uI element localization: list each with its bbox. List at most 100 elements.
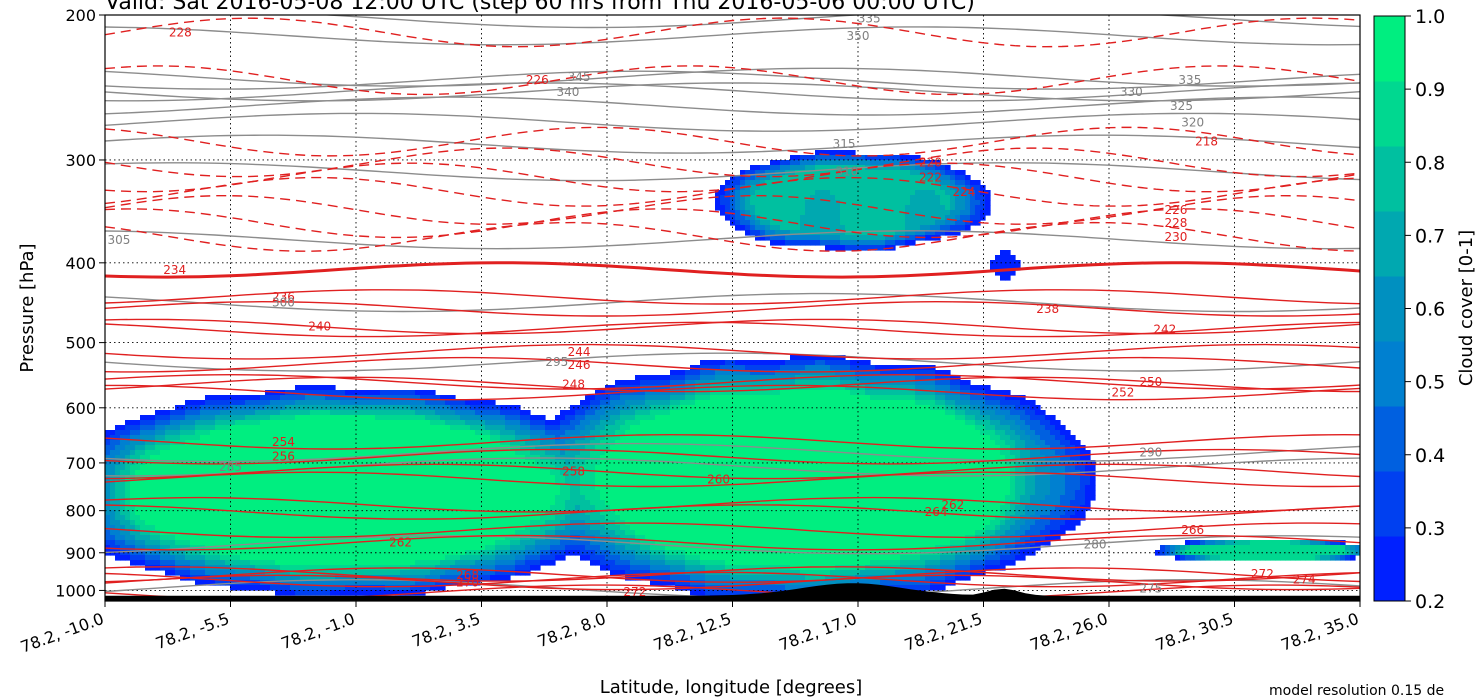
cloud-cell [715, 410, 721, 416]
cloud-cell [600, 420, 606, 426]
cloud-cell [305, 455, 311, 461]
cloud-cell [940, 435, 946, 441]
cloud-cell [940, 375, 946, 381]
cloud-cell [145, 445, 151, 451]
cloud-cell [360, 480, 366, 486]
cloud-cell [515, 440, 521, 446]
cloud-cell [945, 440, 951, 446]
cloud-cell [875, 180, 881, 186]
cloud-cell [1025, 455, 1031, 461]
cloud-cell [660, 430, 666, 436]
cloud-cell [950, 395, 956, 401]
cloud-cell [1015, 435, 1021, 441]
cloud-cell [830, 210, 836, 216]
cloud-cell [640, 415, 646, 421]
cloud-cell [720, 440, 726, 446]
cloud-cell [850, 410, 856, 416]
cloud-cell [720, 485, 726, 491]
cloud-cell [410, 445, 416, 451]
cloud-cell [485, 465, 491, 471]
cloud-cell [900, 470, 906, 476]
cloud-cell [685, 415, 691, 421]
cloud-cell [805, 440, 811, 446]
cloud-cell [695, 440, 701, 446]
cloud-cell [530, 485, 536, 491]
cloud-cell [420, 485, 426, 491]
cloud-cell [595, 440, 601, 446]
cloud-cell [245, 445, 251, 451]
cloud-cell [880, 445, 886, 451]
cloud-cell [710, 425, 716, 431]
cloud-cell [965, 455, 971, 461]
cloud-cell [830, 160, 836, 166]
cloud-cell [275, 455, 281, 461]
cloud-cell [180, 485, 186, 491]
cloud-cell [660, 465, 666, 471]
cloud-cell [435, 475, 441, 481]
cloud-cell [885, 415, 891, 421]
cloud-cell [745, 415, 751, 421]
cloud-cell [400, 400, 406, 406]
cloud-cell [380, 480, 386, 486]
cloud-cell [685, 450, 691, 456]
cloud-cell [560, 420, 566, 426]
cloud-cell [290, 490, 296, 496]
cloud-cell [140, 445, 146, 451]
cloud-cell [800, 185, 806, 191]
cloud-cell [145, 440, 151, 446]
cloud-cell [760, 400, 766, 406]
cloud-cell [695, 375, 701, 381]
cloud-cell [865, 460, 871, 466]
cloud-cell [235, 395, 241, 401]
cloud-cell [480, 470, 486, 476]
cloud-cell [970, 450, 976, 456]
cloud-cell [315, 385, 321, 391]
cloud-cell [385, 410, 391, 416]
cloud-cell [865, 235, 871, 241]
cloud-cell [1065, 435, 1071, 441]
cloud-cell [275, 405, 281, 411]
cloud-cell [855, 155, 861, 161]
cloud-cell [320, 450, 326, 456]
cloud-cell [780, 220, 786, 226]
cloud-cell [425, 475, 431, 481]
cloud-cell [885, 205, 891, 211]
cloud-cell [260, 410, 266, 416]
cloud-cell [515, 475, 521, 481]
cloud-cell [325, 420, 331, 426]
cloud-cell [470, 470, 476, 476]
cloud-cell [580, 445, 586, 451]
cloud-cell [125, 480, 131, 486]
cloud-cell [880, 205, 886, 211]
cloud-cell [750, 480, 756, 486]
cloud-cell [335, 400, 341, 406]
cloud-cell [750, 365, 756, 371]
cloud-cell [840, 155, 846, 161]
cloud-cell [200, 440, 206, 446]
cloud-cell [1015, 480, 1021, 486]
cloud-cell [485, 400, 491, 406]
cloud-cell [605, 415, 611, 421]
cloud-cell [210, 400, 216, 406]
cloud-cell [515, 410, 521, 416]
cloud-cell [800, 365, 806, 371]
cloud-cell [160, 470, 166, 476]
cloud-cell [810, 370, 816, 376]
cloud-cell [780, 230, 786, 236]
cloud-cell [975, 465, 981, 471]
cloud-cell [235, 460, 241, 466]
cloud-cell [685, 370, 691, 376]
cloud-cell [925, 450, 931, 456]
cloud-cell [760, 185, 766, 191]
cloud-cell [815, 185, 821, 191]
cloud-cell [770, 215, 776, 221]
cloud-cell [1085, 475, 1091, 481]
cloud-cell [500, 485, 506, 491]
cloud-cell [1020, 400, 1026, 406]
cloud-cell [110, 455, 116, 461]
cloud-cell [1050, 450, 1056, 456]
cloud-cell [580, 435, 586, 441]
cloud-cell [290, 400, 296, 406]
cloud-cell [820, 425, 826, 431]
cloud-cell [435, 470, 441, 476]
